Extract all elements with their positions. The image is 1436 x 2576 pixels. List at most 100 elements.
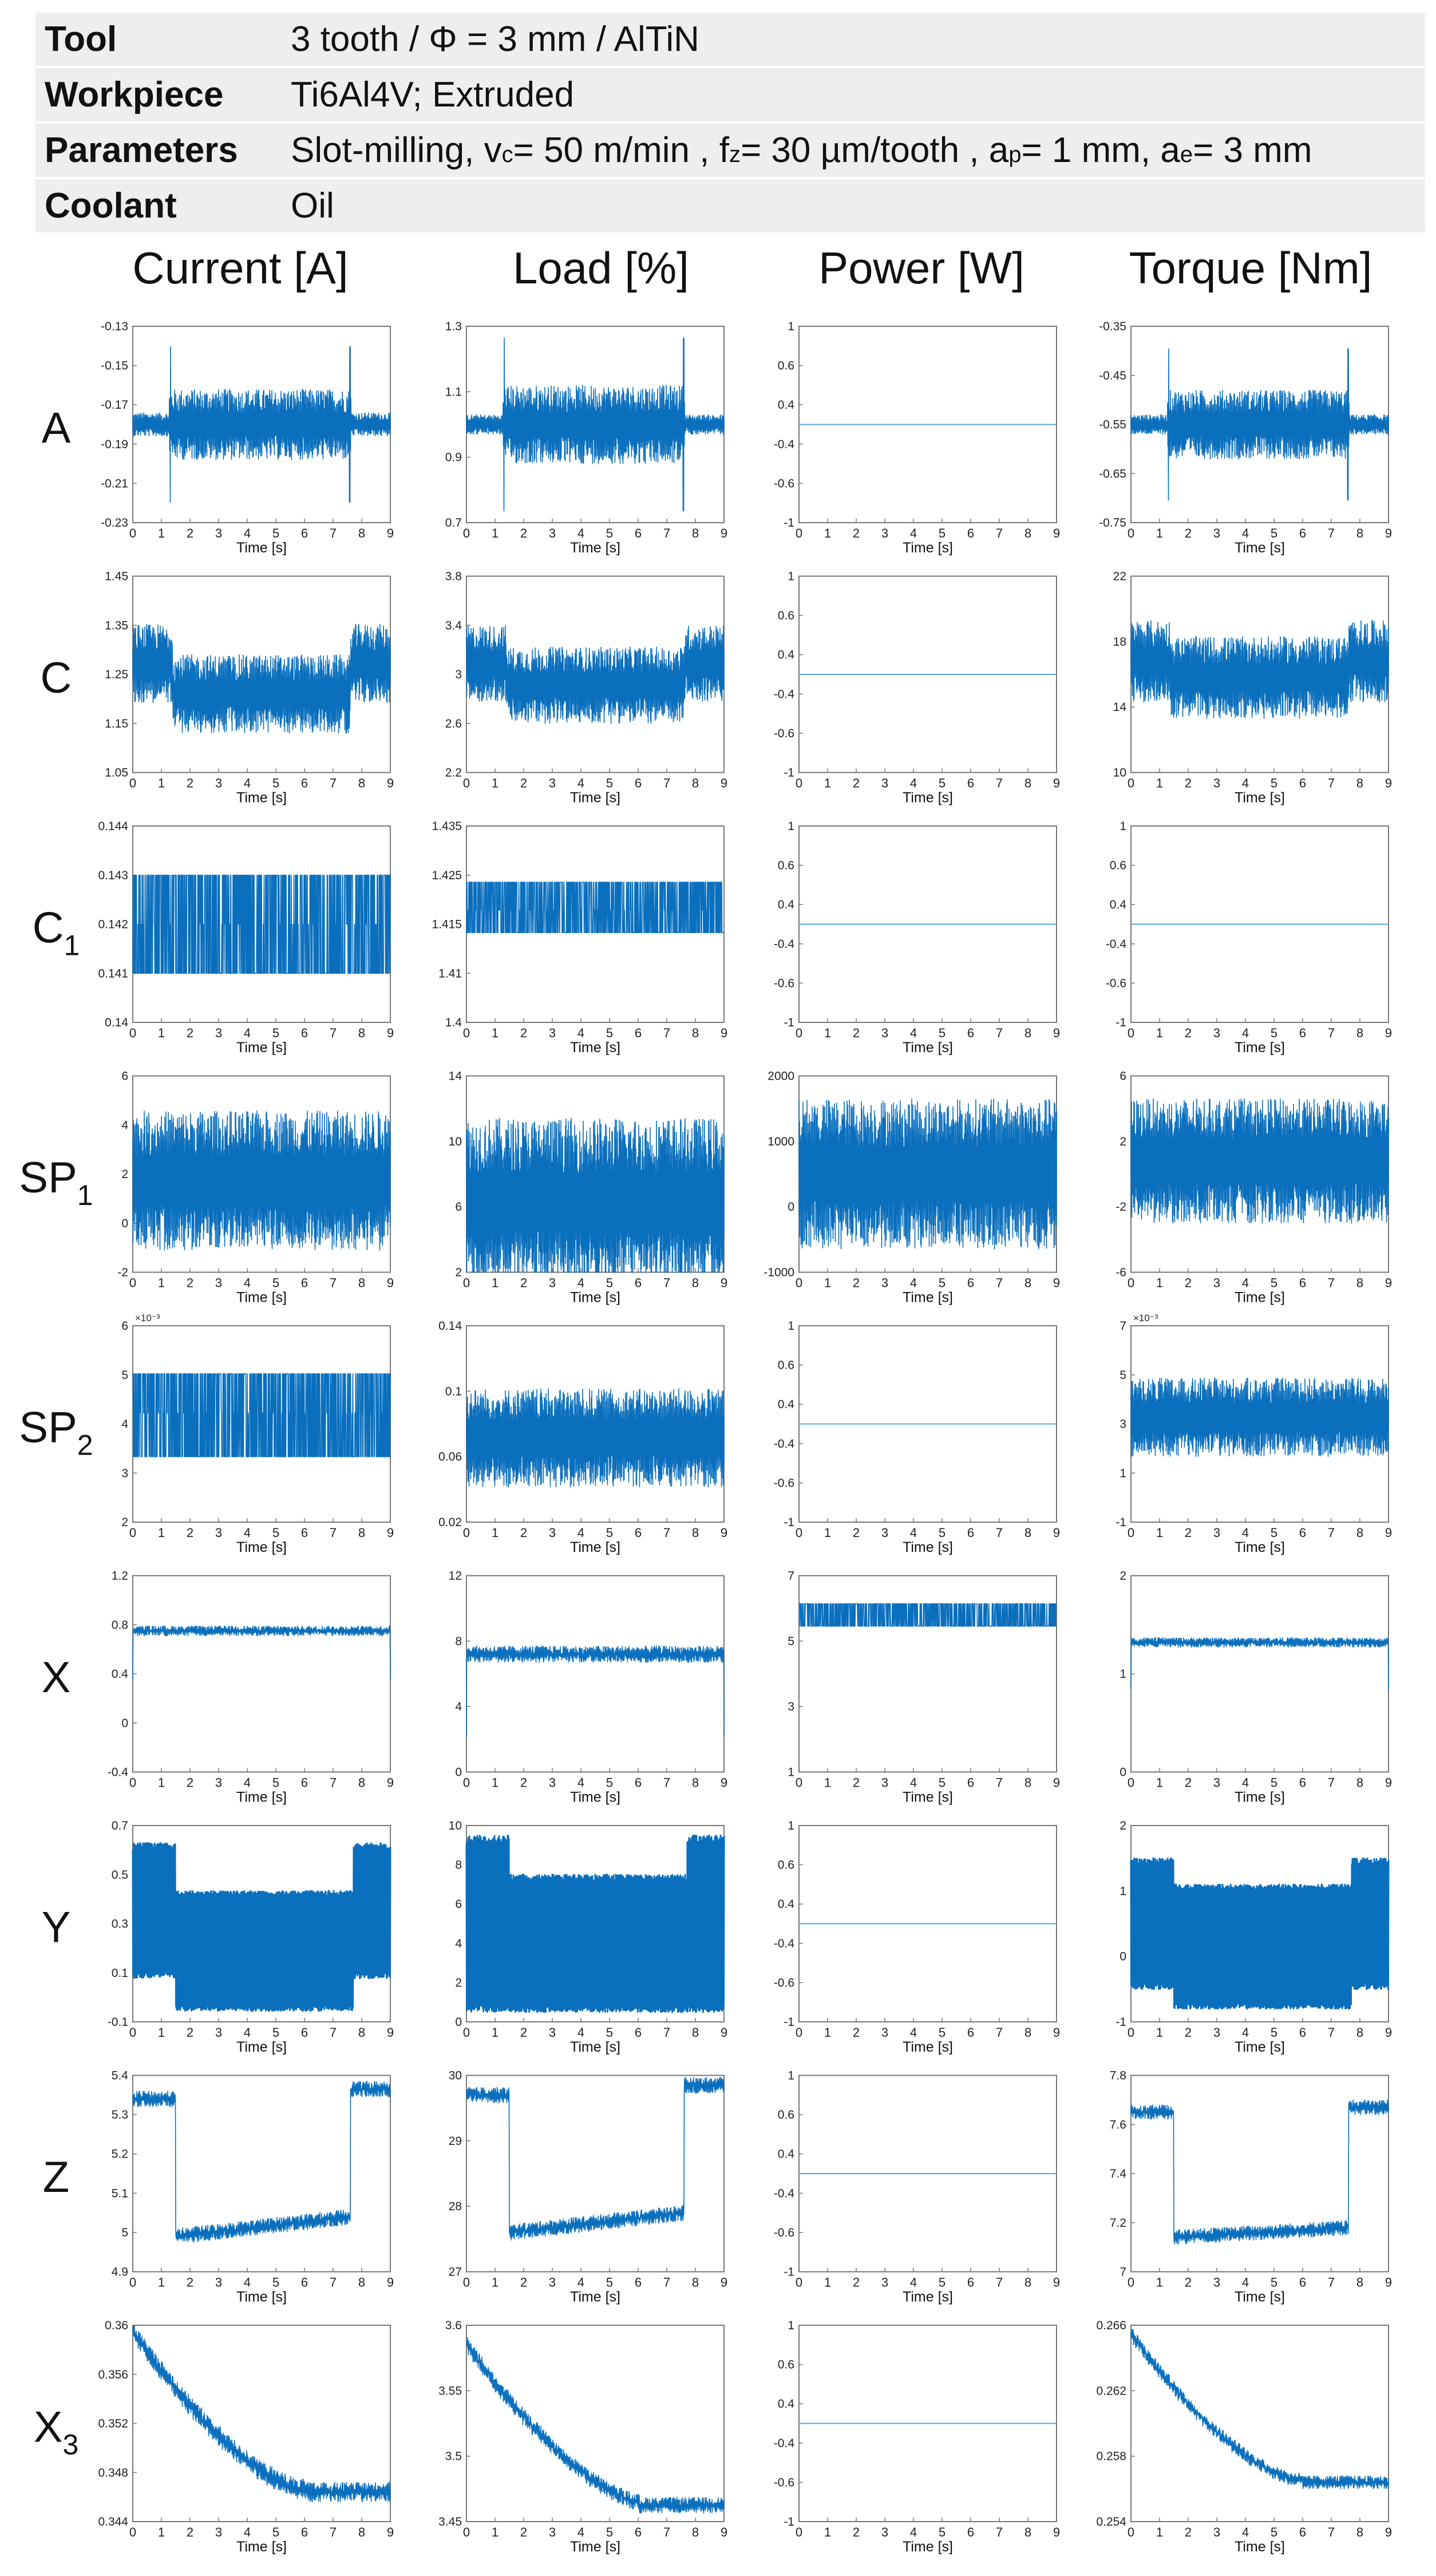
param-text: = 1 mm, a bbox=[1021, 131, 1180, 170]
x-tick-label: 1 bbox=[492, 1526, 499, 1540]
column-header: Torque [Nm] bbox=[1129, 243, 1372, 293]
x-tick-label: 3 bbox=[1213, 2025, 1220, 2040]
chart-panel: 0 1 2 3 4 5 6 7 8 9 Time [s] 30 29 28 27 bbox=[449, 2069, 727, 2305]
x-tick-label: 6 bbox=[635, 526, 642, 540]
x-tick-label: 6 bbox=[301, 1526, 308, 1540]
x-tick-label: 2 bbox=[520, 776, 527, 791]
x-tick-label: 5 bbox=[939, 2025, 946, 2040]
x-tick-label: 8 bbox=[1356, 1526, 1363, 1540]
x-tick-label: 8 bbox=[358, 526, 365, 540]
y-tick-label: 4.9 bbox=[112, 2266, 128, 2279]
y-tick-label: 6 bbox=[121, 1070, 128, 1083]
x-tick-label: 5 bbox=[939, 1776, 946, 1790]
y-tick-label: 7.2 bbox=[1110, 2217, 1126, 2230]
x-tick-label: 0 bbox=[463, 1526, 470, 1540]
chart-panel: 0 1 2 3 4 5 6 7 8 9 Time [s] 1 0.6 0.4 -0.4 -0.6 -1 bbox=[1106, 820, 1392, 1056]
x-tick-label: 1 bbox=[824, 2525, 831, 2539]
info-key: Workpiece bbox=[45, 75, 224, 114]
x-tick-label: 2 bbox=[853, 1276, 860, 1290]
y-tick-label: 0 bbox=[1119, 1766, 1126, 1779]
x-tick-label: 4 bbox=[1242, 776, 1249, 791]
chart-panel: 0 1 2 3 4 5 6 7 8 9 Time [s] -0.13 -0.15 -0.17 -0.19 -0… bbox=[101, 320, 394, 556]
y-tick-label: 0.5 bbox=[112, 1868, 128, 1882]
row-label: SP2 bbox=[19, 1404, 93, 1461]
y-tick-label: -6 bbox=[1115, 1266, 1126, 1279]
signal-trace bbox=[466, 2337, 725, 2514]
x-tick-label: 2 bbox=[1185, 2025, 1192, 2040]
y-tick-label: 1000 bbox=[768, 1135, 794, 1148]
x-tick-label: 4 bbox=[577, 2275, 584, 2290]
y-tick-label: -0.13 bbox=[101, 320, 128, 333]
y-tick-label: -0.35 bbox=[1099, 320, 1126, 333]
x-tick-label: 7 bbox=[1328, 2025, 1335, 2040]
row-label: SP1 bbox=[19, 1153, 93, 1211]
y-tick-label: 0.143 bbox=[98, 869, 128, 882]
x-tick-label: 8 bbox=[1356, 2525, 1363, 2539]
x-tick-label: 7 bbox=[663, 1526, 670, 1540]
y-tick-label: 3.4 bbox=[445, 619, 462, 632]
plot-frame bbox=[1130, 1575, 1389, 1773]
y-tick-label: 0.4 bbox=[778, 2397, 795, 2411]
x-tick-label: 7 bbox=[330, 2525, 337, 2539]
y-tick-label: 0.9 bbox=[445, 451, 462, 464]
x-tick-label: 3 bbox=[549, 526, 556, 540]
x-tick-label: 4 bbox=[1242, 526, 1249, 540]
x-tick-label: 2 bbox=[853, 2525, 860, 2539]
x-tick-label: 1 bbox=[158, 2025, 165, 2040]
x-tick-label: 2 bbox=[187, 526, 193, 540]
x-tick-label: 6 bbox=[1299, 2275, 1306, 2290]
signal-trace bbox=[132, 2081, 391, 2243]
y-tick-label: -0.17 bbox=[101, 398, 128, 412]
x-tick-label: 9 bbox=[721, 1276, 727, 1290]
x-tick-label: 3 bbox=[881, 526, 888, 540]
x-tick-label: 2 bbox=[853, 1526, 860, 1540]
x-tick-label: 3 bbox=[215, 776, 222, 791]
signal-trace bbox=[466, 337, 725, 512]
x-tick-label: 2 bbox=[1185, 526, 1192, 540]
x-tick-label: 3 bbox=[215, 2275, 222, 2290]
x-tick-label: 4 bbox=[1242, 2275, 1249, 2290]
y-tick-label: 8 bbox=[455, 1635, 462, 1648]
y-tick-label: -2 bbox=[1115, 1200, 1126, 1214]
y-tick-label: 0 bbox=[1119, 1950, 1126, 1963]
x-tick-label: 9 bbox=[387, 1276, 394, 1290]
x-tick-label: 7 bbox=[330, 776, 337, 791]
chart-panel: 0 1 2 3 4 5 6 7 8 9 Time [s] 6 2 -2 -6 bbox=[1115, 1070, 1392, 1306]
chart-panel: 0 1 2 3 4 5 6 7 8 9 Time [s] 0.14 0.1 0.06 0.02 bbox=[438, 1319, 727, 1555]
x-tick-label: 0 bbox=[463, 1776, 470, 1790]
x-tick-label: 2 bbox=[187, 2275, 193, 2290]
info-key: Parameters bbox=[45, 131, 238, 170]
x-tick-label: 7 bbox=[1328, 2275, 1335, 2290]
chart-panel: 0 1 2 3 4 5 6 7 8 9 Time [s] 2 1 0 bbox=[1119, 1570, 1392, 1805]
x-tick-label: 3 bbox=[1213, 1276, 1220, 1290]
y-tick-label: 0.4 bbox=[778, 649, 795, 662]
signal-trace bbox=[798, 1099, 1057, 1250]
x-tick-label: 5 bbox=[606, 1026, 613, 1040]
x-tick-label: 9 bbox=[387, 526, 394, 540]
y-tick-label: 18 bbox=[1113, 635, 1126, 649]
x-tick-label: 1 bbox=[158, 2525, 165, 2539]
x-tick-label: 2 bbox=[853, 1776, 860, 1790]
x-tick-label: 1 bbox=[824, 1026, 831, 1040]
chart-panel: 0 1 2 3 4 5 6 7 8 9 Time [s] 0.266 0.262 0.258 0.254 bbox=[1096, 2319, 1392, 2555]
x-tick-label: 0 bbox=[796, 1526, 802, 1540]
x-tick-label: 2 bbox=[187, 776, 193, 791]
x-tick-label: 1 bbox=[824, 2275, 831, 2290]
x-tick-label: 9 bbox=[1053, 2275, 1060, 2290]
y-tick-label: 3 bbox=[788, 1700, 794, 1713]
param-text: = 30 µm/tooth , a bbox=[740, 131, 1009, 170]
row-label: C1 bbox=[33, 904, 80, 962]
signal-trace bbox=[132, 346, 391, 503]
y-tick-label: -0.1 bbox=[108, 2016, 128, 2029]
signal-trace bbox=[798, 1603, 1057, 1627]
x-tick-label: 4 bbox=[1242, 1776, 1249, 1790]
x-tick-label: 4 bbox=[910, 2025, 917, 2040]
x-tick-label: 3 bbox=[1213, 1526, 1220, 1540]
x-tick-label: 5 bbox=[939, 1526, 946, 1540]
x-tick-label: 2 bbox=[853, 1026, 860, 1040]
y-tick-label: 6 bbox=[455, 1898, 462, 1911]
x-axis-label: Time [s] bbox=[1235, 1789, 1285, 1805]
y-tick-label: 1.425 bbox=[432, 869, 462, 882]
